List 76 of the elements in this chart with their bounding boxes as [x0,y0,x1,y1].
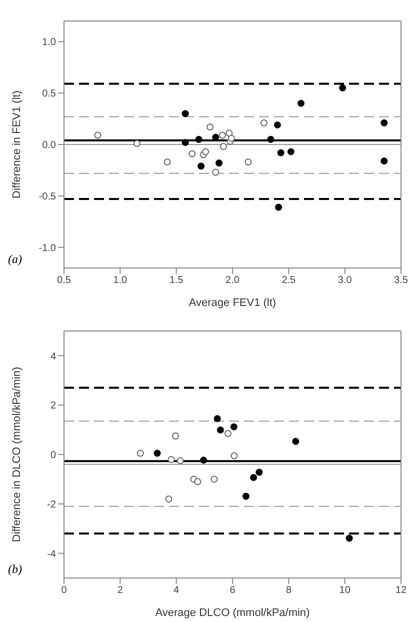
point [172,432,179,440]
x-tick-label: 3.0 [338,275,352,286]
point [182,110,189,118]
x-tick-label: 4 [174,585,180,596]
x-tick-label: 1.5 [169,275,184,286]
y-tick-label: -1.0 [38,242,56,254]
point [216,160,223,167]
point [224,430,232,438]
x-tick-label: 2.5 [282,275,296,286]
y-tick-label: 0 [50,450,56,462]
point [260,119,268,126]
point [136,450,144,457]
point [230,423,238,430]
point [200,456,208,464]
point [202,148,210,156]
point [242,492,250,500]
point [298,100,305,107]
point [154,450,161,457]
y-tick-label: -2 [47,499,56,510]
point [165,495,172,502]
point [164,158,171,166]
y-tick-label: 0.5 [42,88,56,100]
point [168,456,175,463]
y-tick-label: -4 [47,548,56,560]
point [275,204,282,211]
point [188,150,196,158]
point [176,457,184,464]
point [380,119,388,126]
x-tick-label: 0 [61,585,68,596]
point [226,130,233,137]
y-tick-label: 2 [50,400,56,412]
point [214,415,221,422]
point [195,136,202,143]
point [287,148,294,156]
point [346,534,353,542]
point [218,132,226,139]
point [339,84,346,92]
point [250,474,258,481]
point [212,168,220,176]
x-tick-label: 12 [395,585,407,596]
point [256,468,263,476]
x-tick-label: 2 [117,585,124,596]
x-tick-label: 10 [339,585,351,596]
point [292,438,300,445]
point [194,478,202,486]
text: (b) [8,562,22,577]
point [244,158,252,166]
point [228,134,235,142]
point [216,426,224,434]
point [220,143,228,150]
y-axis-title: Difference in DLCO (mmol/kPa/min) [10,366,23,542]
point [198,162,205,170]
point [267,136,274,143]
text: (a) [8,252,22,267]
y-tick-label: -0.5 [38,192,56,203]
x-tick-label: 0.5 [57,275,72,286]
x-tick-label: 2.0 [226,275,240,286]
point [277,149,284,156]
x-tick-label: 6 [230,585,236,596]
point [134,140,141,147]
point [94,132,102,139]
x-axis-title: Average FEV1 (lt) [188,297,276,309]
point [380,157,388,164]
point [230,452,238,460]
y-tick-label: 1.0 [42,37,56,48]
point [182,138,189,146]
point [274,121,281,128]
point [206,124,214,131]
x-tick-label: 8 [286,585,292,596]
x-axis-title: Average DLCO (mmol/kPa/min) [155,607,310,619]
y-tick-label: 4 [50,351,56,362]
point [210,476,218,483]
y-tick-label: 0.0 [42,140,56,152]
x-tick-label: 3.5 [394,275,408,286]
y-axis-title: Difference in FEV1 (lt) [10,90,23,199]
x-tick-label: 1.0 [113,275,128,286]
